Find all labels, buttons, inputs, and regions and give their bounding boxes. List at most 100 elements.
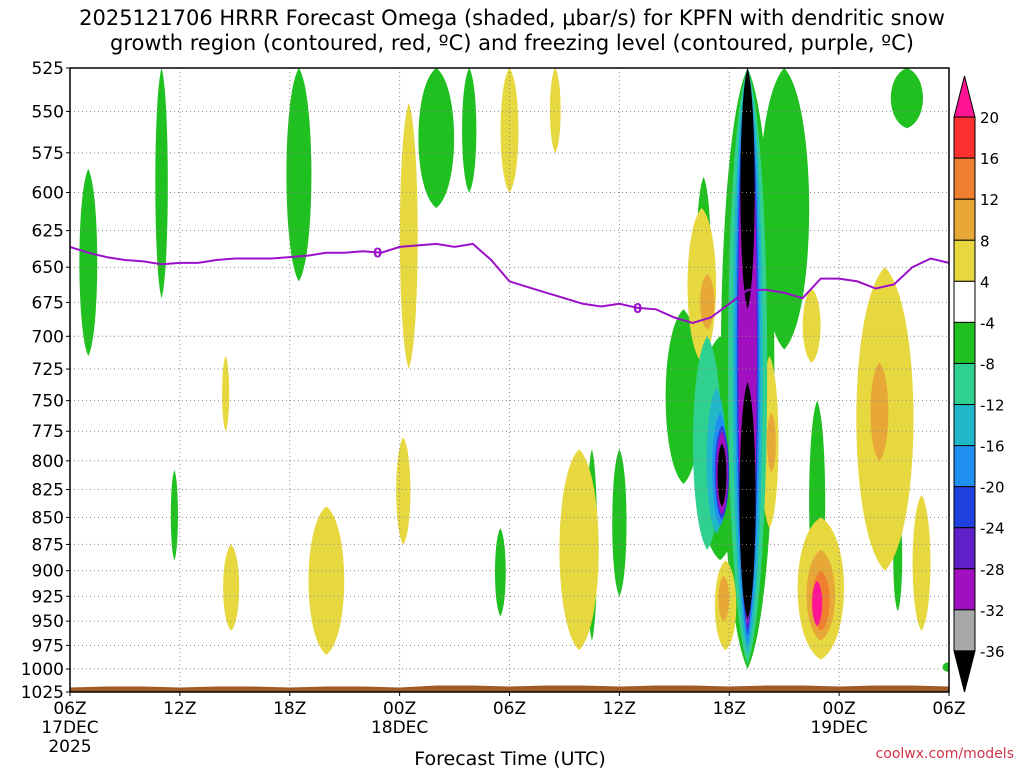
- omega-region-neg4-1: [155, 68, 168, 299]
- omega-region-neg4-2: [286, 68, 312, 282]
- colorbar-label: 16: [980, 150, 999, 168]
- omega-region-neg4-8: [612, 449, 627, 597]
- y-tick-label: 550: [32, 102, 64, 122]
- colorbar-label: -36: [980, 643, 1005, 661]
- title-line-1: 2025121706 HRRR Forecast Omega (shaded, …: [79, 6, 945, 30]
- colorbar-bin: [953, 445, 976, 488]
- colorbar-bin: [953, 321, 976, 364]
- colorbar-bin-top: [953, 75, 976, 118]
- y-tick-label: 775: [32, 422, 64, 442]
- colorbar-bin: [953, 527, 976, 570]
- y-tick-label: 725: [32, 360, 64, 380]
- colorbar-bin: [953, 239, 976, 282]
- colorbar-label: -32: [980, 602, 1005, 620]
- colorbar-label: -24: [980, 520, 1005, 538]
- y-tick-label: 900: [32, 562, 64, 582]
- omega-region-neg4-17: [942, 662, 949, 672]
- omega-region-4-1: [396, 437, 411, 545]
- omega-region-4-4: [308, 506, 345, 655]
- omega-region-4-14: [912, 495, 931, 631]
- x-tick-label: 12Z: [603, 699, 636, 719]
- y-tick-label: 975: [32, 636, 64, 656]
- x-tick-label: 18Z: [713, 699, 746, 719]
- omega-region-neg4-13: [759, 68, 810, 350]
- y-tick-label: 650: [32, 258, 64, 278]
- credit-text: coolwx.com/models: [875, 746, 1014, 762]
- x-tick-label: 06Z: [932, 699, 965, 719]
- x-tick-year: 2025: [48, 737, 91, 757]
- colorbar-label: 20: [980, 109, 999, 127]
- omega-region-neg4-4: [418, 68, 455, 208]
- colorbar-label: -20: [980, 479, 1005, 497]
- y-tick-label: 750: [32, 392, 64, 412]
- omega-region-4-6: [549, 68, 561, 153]
- y-tick-label: 600: [32, 184, 64, 204]
- colorbar-bin: [953, 116, 976, 159]
- plot-area: 00: [70, 68, 949, 692]
- colorbar-bin-bottom: [953, 650, 976, 693]
- y-tick-label: 575: [32, 144, 64, 164]
- omega-region-neg4-5: [462, 68, 477, 193]
- omega-region-8-2: [766, 413, 776, 473]
- colorbar-label: 4: [980, 273, 990, 291]
- colorbar-label: -28: [980, 561, 1005, 579]
- x-tick-label: 06Z: [493, 699, 526, 719]
- freezing-level-label: 0: [633, 302, 642, 317]
- y-tick-label: 925: [32, 587, 64, 607]
- colorbar-label: 12: [980, 191, 999, 209]
- freezing-level-label: 0: [373, 246, 382, 261]
- omega-region-8-0: [718, 575, 730, 622]
- y-tick-label: 700: [32, 327, 64, 347]
- colorbar-bin: [953, 157, 976, 200]
- colorbar-bin: [953, 404, 976, 447]
- x-tick-label: 00Z: [822, 699, 855, 719]
- omega-region-4-3: [223, 544, 240, 631]
- colorbar-label: -4: [980, 314, 995, 332]
- x-tick-date: 17DEC: [41, 718, 98, 738]
- colorbar-label: -16: [980, 438, 1005, 456]
- omega-region-4-11: [802, 288, 821, 363]
- omega-region-neg4-9: [665, 309, 702, 484]
- axes: 525 550 575 600 625 650 675 700 725 750 775 800 825 8…: [21, 59, 966, 757]
- colorbar-bin: [953, 609, 976, 652]
- omega-region-neg4-6: [494, 528, 506, 617]
- colorbar-bin: [953, 280, 976, 323]
- y-tick-label: 675: [32, 293, 64, 313]
- omega-region-neg4-0: [79, 168, 98, 357]
- title-line-2: growth region (contoured, red, ºC) and f…: [110, 31, 914, 55]
- y-tick-label: 625: [32, 222, 64, 242]
- y-tick-label: 825: [32, 481, 64, 501]
- colorbar-bin: [953, 198, 976, 241]
- omega-region-neg4-15: [890, 68, 923, 129]
- omega-region-4-2: [222, 356, 230, 432]
- omega-region-4-0: [399, 102, 418, 370]
- x-axis-label: Forecast Time (UTC): [414, 748, 605, 768]
- x-tick-label: 00Z: [383, 699, 416, 719]
- plot-contents: 00: [70, 68, 949, 692]
- y-tick-label: 1000: [21, 660, 64, 680]
- omega-region-4-5: [500, 68, 519, 193]
- omega-region-neg4-3: [170, 470, 178, 561]
- colorbar-label: -12: [980, 397, 1005, 415]
- omega-region-neg36-2: [739, 381, 756, 620]
- x-tick-date: 19DEC: [810, 718, 867, 738]
- chart-title: 2025121706 HRRR Forecast Omega (shaded, …: [0, 6, 1024, 56]
- colorbar: 20 16 12 8 4 -4 -8 -12 -16 -20 -24 -28 -32 -36: [953, 75, 1005, 693]
- surface-terrain: [70, 685, 949, 692]
- omega-region-8-1: [700, 274, 715, 330]
- colorbar-bin: [953, 486, 976, 529]
- y-tick-label: 800: [32, 452, 64, 472]
- x-tick-label: 12Z: [163, 699, 196, 719]
- x-tick-label: 06Z: [53, 699, 86, 719]
- omega-region-20-0: [812, 581, 823, 627]
- x-tick-label: 18Z: [273, 699, 306, 719]
- colorbar-bin: [953, 362, 976, 406]
- omega-region-4-7: [559, 449, 599, 651]
- colorbar-label: 8: [980, 232, 990, 250]
- freezing-level-line: [70, 242, 949, 324]
- x-tick-date: 18DEC: [371, 718, 428, 738]
- omega-region-8-4: [870, 362, 889, 461]
- y-tick-label: 525: [32, 59, 64, 79]
- y-tick-label: 1025: [21, 683, 64, 703]
